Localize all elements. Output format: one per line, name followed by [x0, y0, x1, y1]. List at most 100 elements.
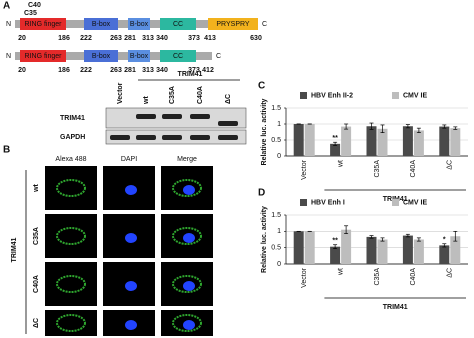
n-terminus: N — [6, 21, 11, 28]
panel-label: A — [3, 1, 10, 12]
domain-name: B-box — [130, 21, 149, 28]
residue-number: 313 — [142, 35, 154, 42]
bar — [330, 246, 341, 264]
group-label: TRIM41 — [11, 237, 18, 262]
significance: ** — [332, 135, 338, 142]
bar — [450, 128, 461, 156]
band — [218, 135, 238, 140]
error-bar — [369, 122, 374, 130]
green-signal — [172, 227, 202, 245]
residue-number: 413 — [204, 35, 216, 42]
error-bar — [344, 123, 349, 130]
residue-number: 281 — [124, 35, 136, 42]
bar — [402, 126, 413, 156]
residue-number: 281 — [124, 67, 136, 74]
domain-name: RING finger — [25, 53, 63, 60]
green-signal — [56, 314, 86, 332]
nucleus — [125, 233, 137, 243]
domain — [84, 18, 118, 30]
bar — [293, 124, 304, 156]
band — [162, 114, 182, 119]
green-signal — [172, 275, 202, 293]
domain-name: RING finger — [25, 21, 63, 28]
error-bar — [453, 126, 458, 130]
lane-label: Vector — [117, 82, 124, 104]
y-tick-label: 0 — [277, 153, 281, 160]
x-tick-label: C40A — [410, 268, 417, 286]
column-header: DAPI — [121, 156, 137, 163]
bar — [413, 239, 424, 264]
error-bar — [416, 237, 421, 242]
legend-swatch — [392, 199, 399, 206]
x-tick-label: Vector — [301, 267, 308, 288]
x-axis-label: TRIM41 — [383, 304, 408, 311]
row-label: C35A — [33, 227, 40, 245]
bar — [377, 128, 388, 156]
micrograph — [45, 262, 97, 306]
green-signal — [172, 314, 202, 332]
n-terminus: N — [6, 53, 11, 60]
error-bar — [442, 243, 447, 248]
blot-group-label: TRIM41 — [178, 71, 203, 78]
column-header: Alexa 488 — [55, 156, 86, 163]
y-tick-label: 0.5 — [271, 245, 281, 252]
y-tick-label: 1.5 — [271, 105, 281, 112]
error-bar — [405, 124, 410, 129]
domain-name: CC — [173, 53, 183, 60]
legend-label: HBV Enh II-2 — [311, 92, 353, 99]
legend-label: HBV Enh I — [311, 199, 345, 206]
micrograph — [45, 166, 97, 210]
nucleus — [183, 233, 195, 243]
c-terminus: C — [216, 53, 221, 60]
domain — [160, 18, 196, 30]
y-tick-label: 1.5 — [271, 212, 281, 219]
domain-name: CC — [173, 21, 183, 28]
residue-number: 186 — [58, 67, 70, 74]
error-bar — [333, 141, 338, 146]
y-tick-label: 1 — [277, 121, 281, 128]
residue-number: 313 — [142, 67, 154, 74]
site-label: C35 — [24, 10, 37, 17]
micrograph — [45, 214, 97, 258]
legend-swatch — [300, 92, 307, 99]
green-signal — [56, 227, 86, 245]
significance: ** — [332, 238, 338, 245]
legend-label: CMV IE — [403, 199, 427, 206]
y-tick-label: 0 — [277, 261, 281, 268]
bar — [402, 235, 413, 264]
residue-number: 20 — [18, 35, 26, 42]
residue-number: 373 — [188, 35, 200, 42]
bar — [366, 126, 377, 156]
bar — [439, 126, 450, 156]
x-tick-label: wt — [337, 268, 344, 276]
band — [110, 135, 130, 140]
bar — [450, 236, 461, 264]
x-tick-label: C40A — [410, 160, 417, 178]
residue-number: 630 — [250, 35, 262, 42]
legend-swatch — [392, 92, 399, 99]
panel-label: C — [258, 81, 265, 92]
domain — [20, 18, 66, 30]
domain — [128, 50, 150, 62]
blot-row-label: TRIM41 — [60, 115, 85, 122]
site-label: C40 — [28, 2, 41, 9]
domain — [208, 18, 258, 30]
x-tick-label: wt — [337, 160, 344, 168]
bar — [293, 231, 304, 264]
legend-swatch — [300, 199, 307, 206]
y-tick-label: 1 — [277, 228, 281, 235]
nucleus — [125, 320, 137, 330]
error-bar — [405, 233, 410, 238]
residue-number: 373 — [188, 67, 200, 74]
error-bar — [380, 124, 385, 133]
micrograph — [45, 310, 97, 336]
domain-name: B-box — [92, 21, 111, 28]
domain — [84, 50, 118, 62]
row-label: C40A — [33, 275, 40, 293]
y-tick-label: 0.5 — [271, 137, 281, 144]
column-header: Merge — [177, 156, 197, 163]
bar — [304, 124, 315, 156]
bar — [377, 239, 388, 264]
panel-label: B — [3, 145, 10, 156]
